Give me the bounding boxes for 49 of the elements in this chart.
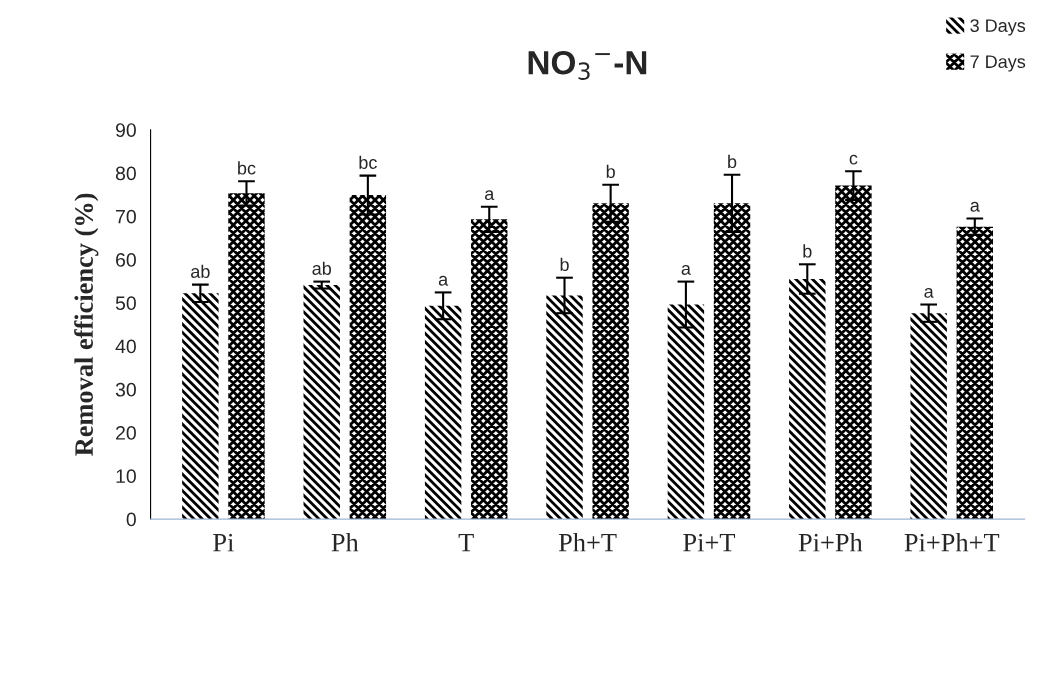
y-tick-label: 10 [116,469,136,484]
data-label: a [970,201,980,212]
bar [424,305,462,520]
bar [349,195,387,520]
data-label: ab [312,261,332,275]
y-tick-label: 90 [115,123,136,138]
y-tick-label: 70 [116,209,136,224]
y-tick-label: 30 [115,382,136,397]
data-label: b [803,244,812,258]
bar [546,295,583,520]
bar [182,293,219,520]
x-tick-label: Ph [331,532,359,552]
y-axis-title: Removal efficiency (%) [74,193,99,456]
bar [835,185,872,520]
bar [303,285,340,520]
chart-title: NO$_{3}$$^{−}$-N [528,50,647,80]
y-tick-label: 20 [116,426,136,440]
data-label: bc [238,161,256,175]
bar [667,304,705,520]
bar [910,313,947,520]
bar [956,226,994,520]
x-tick-label: Pi+Ph+T [904,532,1000,552]
data-label: b [728,154,737,169]
x-tick-label: Pi+T [683,533,736,552]
data-label: c [849,154,858,165]
bar [471,219,508,520]
data-label: ab [191,264,210,278]
bar [592,203,629,520]
x-tick-label: Ph+T [558,532,617,552]
legend-label: 7 Days [970,55,1026,72]
y-tick-label: 80 [115,166,136,181]
x-tick-label: Pi+Ph [798,532,863,552]
data-label: a [485,190,495,201]
legend-label: 3 Days [970,19,1026,36]
data-label: b [606,164,615,179]
bar [228,193,265,520]
y-tick-label: 40 [115,339,136,354]
data-label: a [438,275,449,286]
bar [713,203,751,520]
data-label: a [924,287,934,298]
x-tick-label: T [458,534,474,552]
y-tick-label: 50 [115,296,136,311]
data-label: bc [359,155,377,169]
bar [789,279,826,520]
x-tick-label: Pi [213,533,234,552]
y-tick-label: 60 [116,253,136,267]
data-label: a [681,265,691,275]
y-tick-label: 0 [126,512,136,527]
data-label: b [560,257,569,272]
